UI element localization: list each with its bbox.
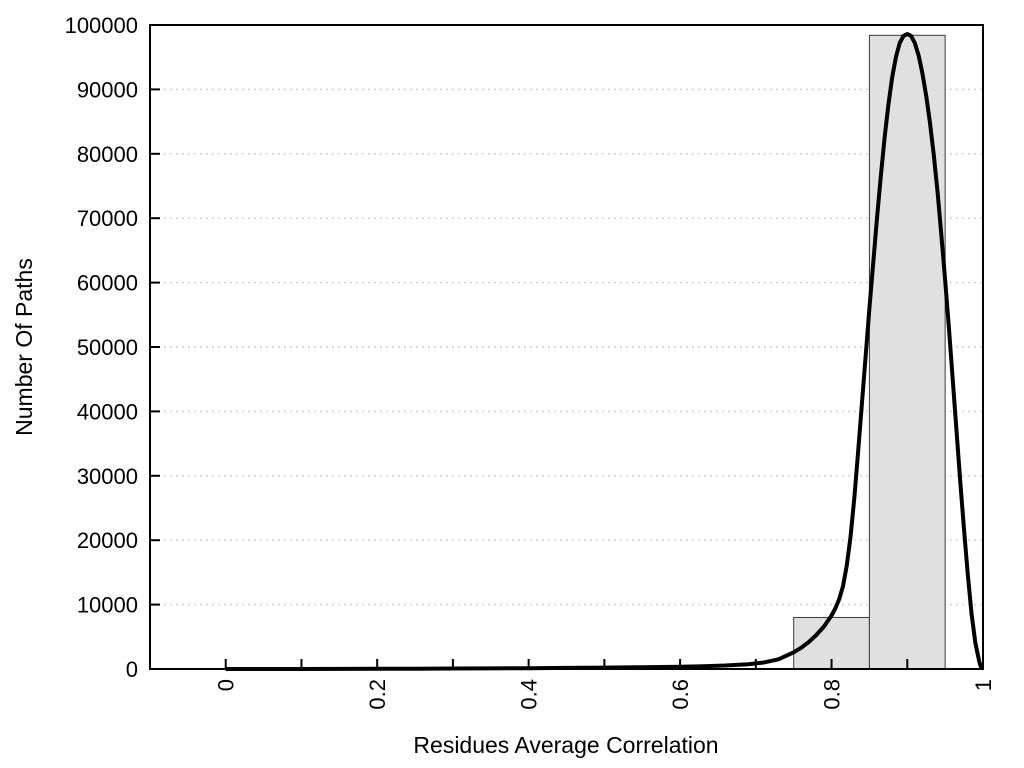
y-tick-label: 90000 xyxy=(77,77,138,102)
y-tick-label: 60000 xyxy=(77,271,138,296)
y-tick-label: 100000 xyxy=(65,13,138,38)
y-tick-label: 20000 xyxy=(77,528,138,553)
histogram-bars xyxy=(793,34,946,670)
gridlines xyxy=(152,88,982,606)
y-tick-label: 10000 xyxy=(77,593,138,618)
y-tick-label: 70000 xyxy=(77,206,138,231)
x-tick-label: 0.8 xyxy=(820,679,845,710)
y-tick-label: 30000 xyxy=(77,464,138,489)
y-tick-label: 80000 xyxy=(77,142,138,167)
histogram-bar xyxy=(868,34,946,670)
axis-ticks xyxy=(150,24,984,670)
y-tick-label: 0 xyxy=(126,657,138,682)
x-axis-title: Residues Average Correlation xyxy=(413,732,718,758)
x-tick-label: 0.6 xyxy=(668,679,693,710)
density-curve xyxy=(225,32,984,671)
x-tick-label: 0.4 xyxy=(517,679,542,710)
x-tick-label: 1 xyxy=(971,679,996,691)
x-tick-label: 0.2 xyxy=(365,679,390,710)
x-tick-label: 0 xyxy=(214,679,239,691)
x-tick-labels: 0 0.2 0.4 0.6 0.8 1 xyxy=(214,679,996,710)
y-tick-label: 40000 xyxy=(77,399,138,424)
y-tick-labels: 0 10000 20000 30000 40000 50000 60000 70000 8000… xyxy=(65,13,138,682)
y-tick-label: 50000 xyxy=(77,335,138,360)
y-axis-title: Number Of Paths xyxy=(11,258,37,436)
